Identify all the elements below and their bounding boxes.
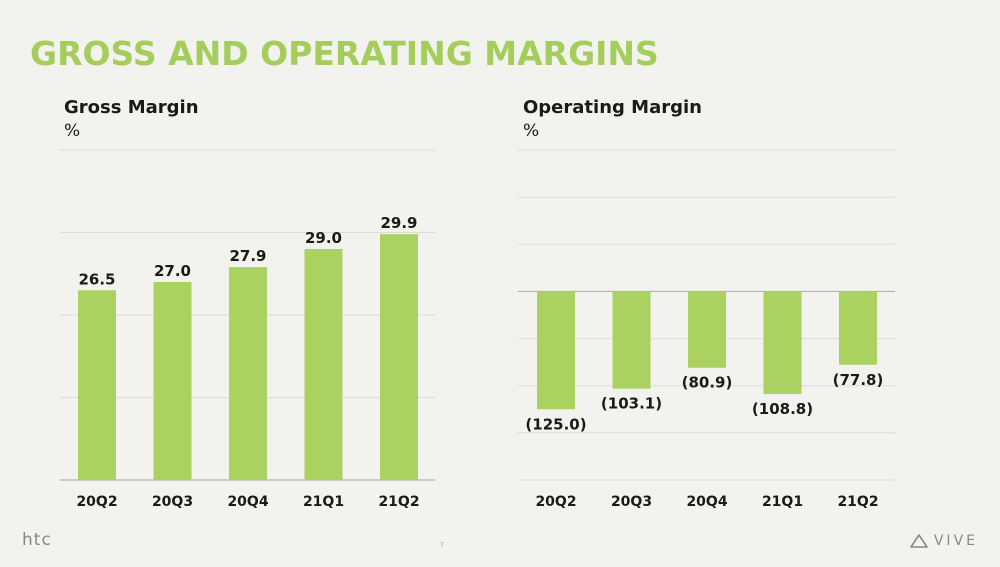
gross-data-label-20q4: 27.9: [229, 247, 266, 265]
gross-tick-label-21q2: 21Q2: [378, 494, 419, 510]
operating-tick-label-20q3: 20Q3: [611, 494, 652, 510]
gross-tick-label-20q3: 20Q3: [152, 494, 193, 510]
gross-tick-label-20q2: 20Q2: [76, 494, 117, 510]
operating-bar-20q2: [537, 291, 575, 410]
operating-tick-label-21q1: 21Q1: [762, 494, 803, 510]
gross-bar-20q3: [153, 282, 192, 480]
vive-triangle-icon: [910, 534, 928, 548]
operating-data-label-20q2: (125.0): [525, 415, 586, 433]
operating-bar-21q1: [763, 291, 802, 395]
gross-tick-label-21q1: 21Q1: [303, 494, 344, 510]
vive-logo-text: VIVE: [933, 533, 978, 549]
operating-data-label-20q4: (80.9): [682, 374, 733, 392]
gross-data-label-20q2: 26.5: [78, 270, 115, 288]
operating-data-label-21q1: (108.8): [752, 400, 813, 418]
operating-tick-label-21q2: 21Q2: [837, 494, 878, 510]
operating-margin-title: Operating Margin: [523, 97, 702, 118]
gross-bar-21q2: [380, 234, 418, 480]
gross-bar-20q4: [229, 267, 267, 480]
page-number: 7: [440, 542, 444, 549]
operating-tick-label-20q4: 20Q4: [686, 494, 727, 510]
gross-margin-unit: %: [64, 121, 81, 141]
operating-tick-label-20q2: 20Q2: [535, 494, 576, 510]
operating-data-label-21q2: (77.8): [833, 371, 884, 389]
gross-data-label-21q1: 29.0: [305, 229, 342, 247]
gross-data-label-21q2: 29.9: [380, 214, 417, 232]
gross-bar-20q2: [78, 290, 116, 480]
vive-logo: VIVE: [910, 533, 978, 549]
htc-logo: htc: [22, 530, 52, 550]
gross-margin-title: Gross Margin: [64, 97, 199, 118]
operating-margin-unit: %: [523, 121, 540, 141]
operating-bar-20q3: [612, 291, 651, 389]
gross-tick-label-20q4: 20Q4: [227, 494, 268, 510]
operating-data-label-20q3: (103.1): [601, 395, 662, 413]
operating-bar-21q2: [839, 291, 877, 365]
operating-bar-20q4: [688, 291, 726, 368]
gross-bar-21q1: [304, 249, 343, 480]
slide-title: GROSS AND OPERATING MARGINS: [30, 34, 659, 73]
gross-data-label-20q3: 27.0: [154, 262, 191, 280]
